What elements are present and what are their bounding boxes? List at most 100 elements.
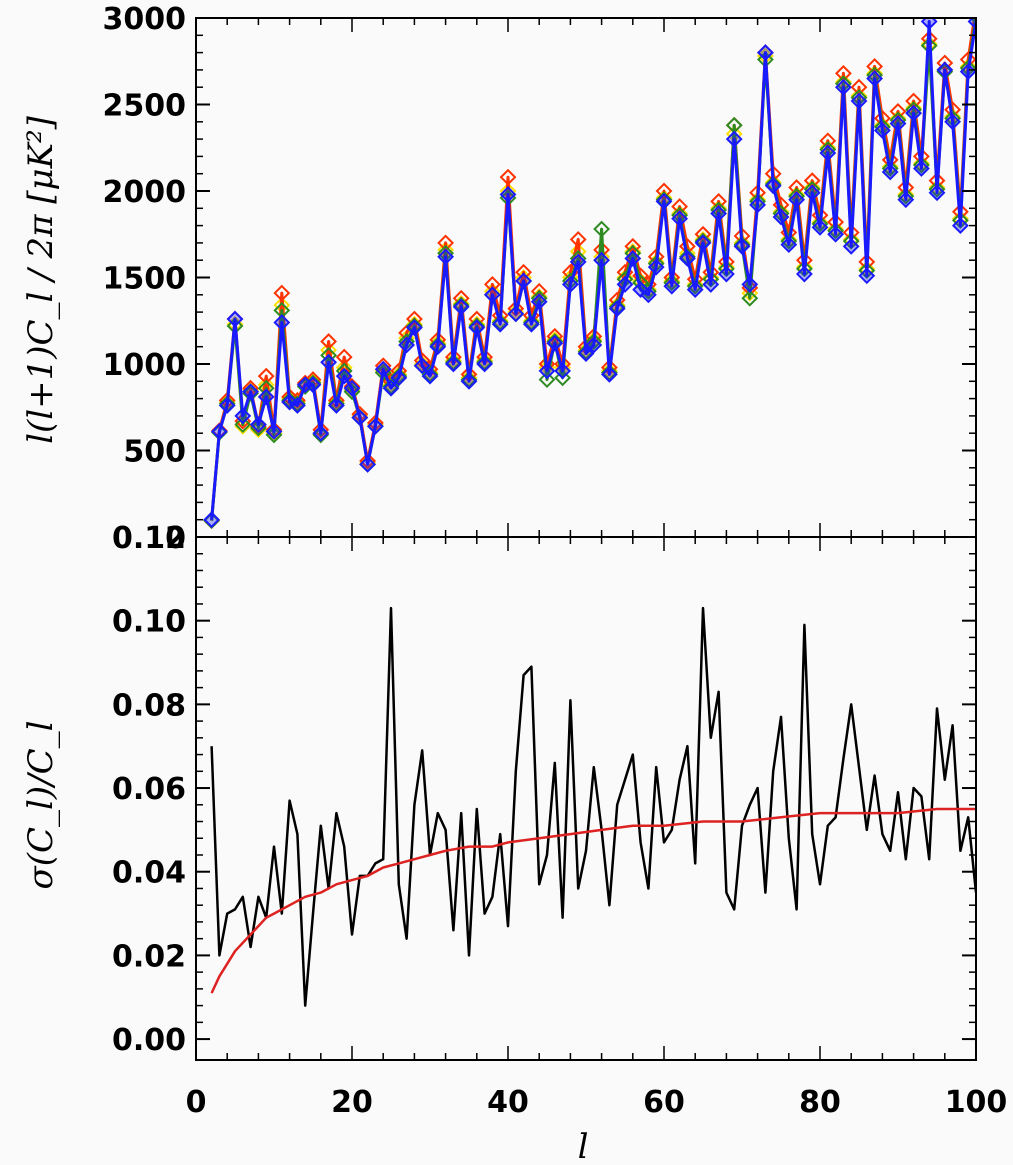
data-point-3-36 bbox=[483, 286, 501, 304]
y-tick-label: 1500 bbox=[103, 262, 187, 297]
data-point-3-39 bbox=[507, 305, 525, 323]
data-point-1-75 bbox=[788, 179, 806, 196]
x-tick-label: 0 bbox=[186, 1085, 207, 1120]
data-point-3-77 bbox=[803, 184, 821, 202]
bottom-plot: 0.00 0.02 0.04 0.06 0.08 0.10 0.12 bbox=[112, 521, 977, 1061]
data-point-1-20 bbox=[359, 452, 377, 470]
data-point-3-3 bbox=[226, 310, 244, 328]
data-point-1-9 bbox=[273, 284, 291, 302]
data-point-0-89 bbox=[897, 186, 915, 203]
y-tick-label: 0.06 bbox=[112, 772, 186, 807]
data-point-3-13 bbox=[304, 376, 322, 394]
y-tick-label: 2500 bbox=[103, 89, 187, 124]
series-line-1 bbox=[210, 807, 976, 994]
data-point-2-87 bbox=[881, 160, 899, 177]
data-point-3-45 bbox=[554, 362, 572, 380]
data-point-3-82 bbox=[842, 237, 860, 255]
data-point-3-70 bbox=[749, 196, 767, 214]
data-point-3-62 bbox=[686, 281, 704, 299]
data-point-3-84 bbox=[858, 267, 876, 285]
data-point-3-59 bbox=[663, 277, 681, 295]
x-tick-label: 60 bbox=[643, 1085, 685, 1120]
data-point-0-78 bbox=[811, 213, 829, 231]
data-point-3-29 bbox=[429, 338, 447, 356]
data-point-3-90 bbox=[905, 104, 923, 122]
data-point-3-20 bbox=[359, 455, 377, 473]
data-point-1-39 bbox=[507, 300, 525, 318]
data-point-3-74 bbox=[780, 236, 798, 254]
data-point-3-87 bbox=[881, 163, 899, 181]
data-point-3-63 bbox=[694, 234, 712, 252]
series-line-0 bbox=[210, 606, 976, 1007]
data-point-2-2 bbox=[218, 395, 236, 413]
data-point-3-49 bbox=[585, 336, 603, 354]
plot-frame bbox=[195, 536, 977, 1061]
bottom-y-axis-label: σ(C_l)/C_l bbox=[21, 721, 61, 890]
data-point-2-82 bbox=[842, 232, 860, 250]
data-point-2-43 bbox=[538, 371, 556, 388]
data-point-3-17 bbox=[335, 367, 353, 385]
data-point-2-64 bbox=[702, 270, 720, 288]
data-point-3-38 bbox=[499, 186, 517, 203]
data-point-1-90 bbox=[905, 92, 923, 110]
data-point-3-27 bbox=[413, 357, 431, 375]
data-point-3-37 bbox=[491, 315, 509, 333]
data-point-3-33 bbox=[460, 372, 478, 390]
data-point-2-4 bbox=[234, 416, 252, 433]
data-point-3-57 bbox=[647, 258, 665, 276]
data-point-2-91 bbox=[912, 156, 930, 174]
data-point-3-50 bbox=[593, 251, 611, 269]
data-point-3-35 bbox=[476, 355, 494, 373]
x-tick-label: 20 bbox=[331, 1085, 373, 1120]
data-point-3-23 bbox=[382, 379, 400, 397]
data-point-2-84 bbox=[858, 262, 876, 279]
data-point-0-87 bbox=[881, 158, 899, 176]
data-point-0-74 bbox=[780, 231, 798, 248]
data-point-3-21 bbox=[366, 417, 384, 435]
y-tick-label: 0.10 bbox=[112, 605, 186, 640]
data-point-2-93 bbox=[928, 180, 946, 198]
x-tick-label: 40 bbox=[487, 1085, 529, 1120]
data-point-3-9 bbox=[273, 314, 291, 331]
x-axis-tick-labels: 0 20 40 60 80 100 bbox=[186, 1085, 1008, 1120]
data-point-3-44 bbox=[546, 334, 564, 352]
data-point-3-92 bbox=[920, 18, 938, 30]
data-point-3-88 bbox=[889, 115, 907, 132]
data-point-0-93 bbox=[928, 179, 946, 196]
data-point-3-47 bbox=[569, 253, 587, 271]
data-point-0-20 bbox=[359, 454, 377, 472]
data-point-3-15 bbox=[320, 353, 338, 371]
data-point-2-11 bbox=[288, 395, 306, 413]
data-point-1-88 bbox=[889, 103, 907, 120]
data-point-2-74 bbox=[780, 232, 798, 250]
data-point-2-96 bbox=[951, 211, 969, 229]
data-point-2-9 bbox=[273, 301, 291, 319]
data-point-3-78 bbox=[811, 218, 829, 236]
data-point-1-8 bbox=[265, 421, 283, 439]
data-point-2-56 bbox=[639, 282, 657, 300]
data-point-3-6 bbox=[249, 416, 267, 433]
y-tick-label: 0.04 bbox=[112, 856, 186, 891]
data-point-3-76 bbox=[795, 265, 813, 283]
data-point-2-51 bbox=[600, 364, 618, 382]
data-point-3-24 bbox=[390, 369, 408, 387]
data-point-3-1 bbox=[210, 423, 228, 440]
data-point-3-14 bbox=[312, 424, 330, 442]
data-point-3-98 bbox=[967, 18, 976, 30]
data-point-3-71 bbox=[756, 44, 774, 62]
data-point-1-14 bbox=[312, 421, 330, 439]
data-point-3-81 bbox=[834, 78, 852, 96]
data-point-3-67 bbox=[725, 130, 743, 148]
data-point-3-8 bbox=[265, 423, 283, 440]
data-point-3-79 bbox=[819, 144, 837, 162]
data-point-3-86 bbox=[873, 122, 891, 139]
data-point-3-4 bbox=[234, 407, 252, 425]
x-tick-label: 100 bbox=[945, 1085, 1008, 1120]
data-point-0-16 bbox=[327, 393, 345, 411]
data-point-1-47 bbox=[569, 231, 587, 248]
data-point-1-85 bbox=[866, 58, 884, 75]
data-point-3-64 bbox=[702, 276, 720, 293]
data-point-3-83 bbox=[850, 92, 868, 110]
data-point-3-42 bbox=[530, 293, 548, 311]
